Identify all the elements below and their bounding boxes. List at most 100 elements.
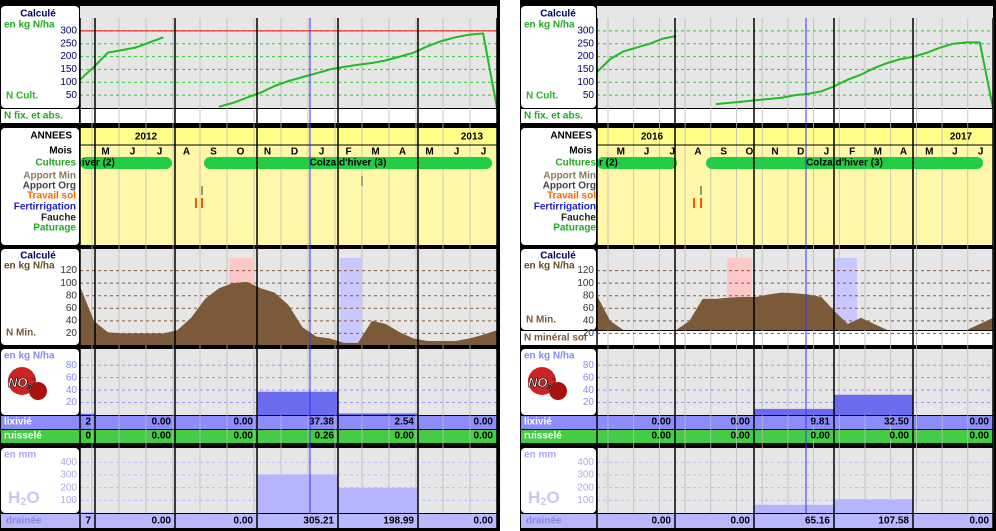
month-label: O [745, 147, 753, 158]
y-tick-label: 20 [66, 397, 78, 408]
cell-value: 0 [85, 431, 91, 442]
bar [754, 504, 834, 513]
month-label: A [694, 147, 701, 158]
calendar-row-label: Paturage [33, 223, 76, 234]
h2o-label: H2O [528, 488, 560, 507]
y-tick-label: 250 [60, 38, 77, 49]
years-header: ANNEES [550, 131, 592, 142]
no3-icon [528, 367, 556, 395]
ruissele-row [521, 430, 993, 443]
months-header: Mois [49, 146, 72, 157]
y-tick-label: 300 [60, 470, 77, 481]
label-bg [1, 448, 79, 513]
month-label: J [319, 147, 325, 158]
calendar-row-label: Fertirrigation [534, 202, 596, 213]
y-tick-label: 50 [66, 90, 78, 101]
row-label: ruisselé [4, 431, 42, 442]
cell-value: 2 [85, 417, 91, 428]
section-title: Calculé [540, 251, 576, 262]
month-label: J [824, 147, 830, 158]
calendar-row-label: Apport Org [23, 181, 76, 192]
footer-label: N fix. et abs. [4, 111, 63, 122]
month-label: D [797, 147, 804, 158]
y-tick-label: 400 [60, 457, 77, 468]
y-tick-label: 150 [577, 64, 594, 75]
y-tick-label: 100 [60, 278, 77, 289]
month-label: A [399, 147, 406, 158]
y-tick-label: 80 [583, 290, 595, 301]
year-label: 2016 [641, 132, 664, 143]
month-label: N [264, 147, 271, 158]
calendar-row-label: Paturage [553, 223, 596, 234]
calendar-row-label: Cultures [555, 158, 596, 169]
label-bg [521, 128, 596, 245]
cell-value: 0.00 [652, 431, 672, 442]
month-label: F [849, 147, 855, 158]
no3-icon [29, 382, 47, 400]
bar [257, 391, 338, 415]
y-tick-label: 300 [577, 25, 594, 36]
calendar-row-label: Fauche [561, 213, 596, 224]
label-bg [1, 128, 79, 245]
cell-value: 0.00 [234, 417, 254, 428]
cell-value: 0.00 [890, 431, 910, 442]
month-label: S [210, 147, 217, 158]
y-tick-label: 40 [66, 385, 78, 396]
label-bg [1, 349, 79, 415]
ruissele-row [1, 430, 497, 443]
cell-value: 7 [85, 516, 91, 527]
unit: en mm [524, 450, 556, 461]
h2o-label-part: 2 [20, 496, 26, 508]
row-label: lixivié [524, 417, 552, 428]
crop-label: Colza d'hiver (3) [806, 158, 883, 169]
blue-band [834, 258, 857, 330]
year-label: 2017 [950, 132, 973, 143]
drainee-row [521, 514, 993, 528]
y-tick-label: 60 [583, 372, 595, 383]
cell-value: 0.00 [970, 431, 990, 442]
crop-bar [80, 157, 172, 169]
bar [80, 512, 95, 513]
section-title: Calculé [20, 251, 56, 262]
y-tick-label: 20 [583, 328, 595, 339]
cell-value: 37.38 [309, 417, 334, 428]
n-cult-line [79, 32, 498, 109]
y-tick-label: 100 [60, 495, 77, 506]
crop-label: Colza d'hiver (3) [310, 158, 387, 169]
calendar-row-label: Apport Org [543, 181, 596, 192]
cell-value: 0.00 [152, 516, 172, 527]
cell-value: 0.00 [970, 417, 990, 428]
y-tick-label: 80 [66, 360, 78, 371]
row-label: lixivié [4, 417, 32, 428]
no3-label-part: NO [8, 375, 28, 390]
section-label: N Min. [526, 315, 556, 326]
section-label: N Cult. [526, 91, 558, 102]
no3-label: NO3- [8, 374, 35, 392]
no3-label: NO3- [528, 374, 555, 392]
unit: en kg N/ha [4, 20, 55, 31]
section-label: N Cult. [6, 91, 38, 102]
blue-band [340, 258, 362, 345]
label-bg [521, 6, 596, 108]
y-tick-label: 400 [577, 457, 594, 468]
no3-label-part: 3 [548, 383, 553, 392]
row-label: drainée [526, 516, 562, 527]
section-title: Calculé [540, 9, 576, 20]
y-tick-label: 300 [577, 470, 594, 481]
calendar-row-label: Cultures [35, 158, 76, 169]
y-tick-label: 20 [66, 328, 78, 339]
y-tick-label: 40 [583, 385, 595, 396]
plot-bg [597, 128, 993, 245]
h2o-label-part: H [8, 488, 20, 507]
plot-bg [80, 128, 497, 245]
bar [834, 499, 913, 513]
no3-icon [8, 367, 36, 395]
month-label: J [669, 147, 675, 158]
unit: en kg N/ha [4, 351, 55, 362]
cell-value: 0.00 [474, 417, 494, 428]
cell-value: 0.00 [652, 417, 672, 428]
unit: en kg N/ha [524, 20, 575, 31]
label-bg [521, 448, 596, 513]
y-tick-label: 80 [583, 360, 595, 371]
